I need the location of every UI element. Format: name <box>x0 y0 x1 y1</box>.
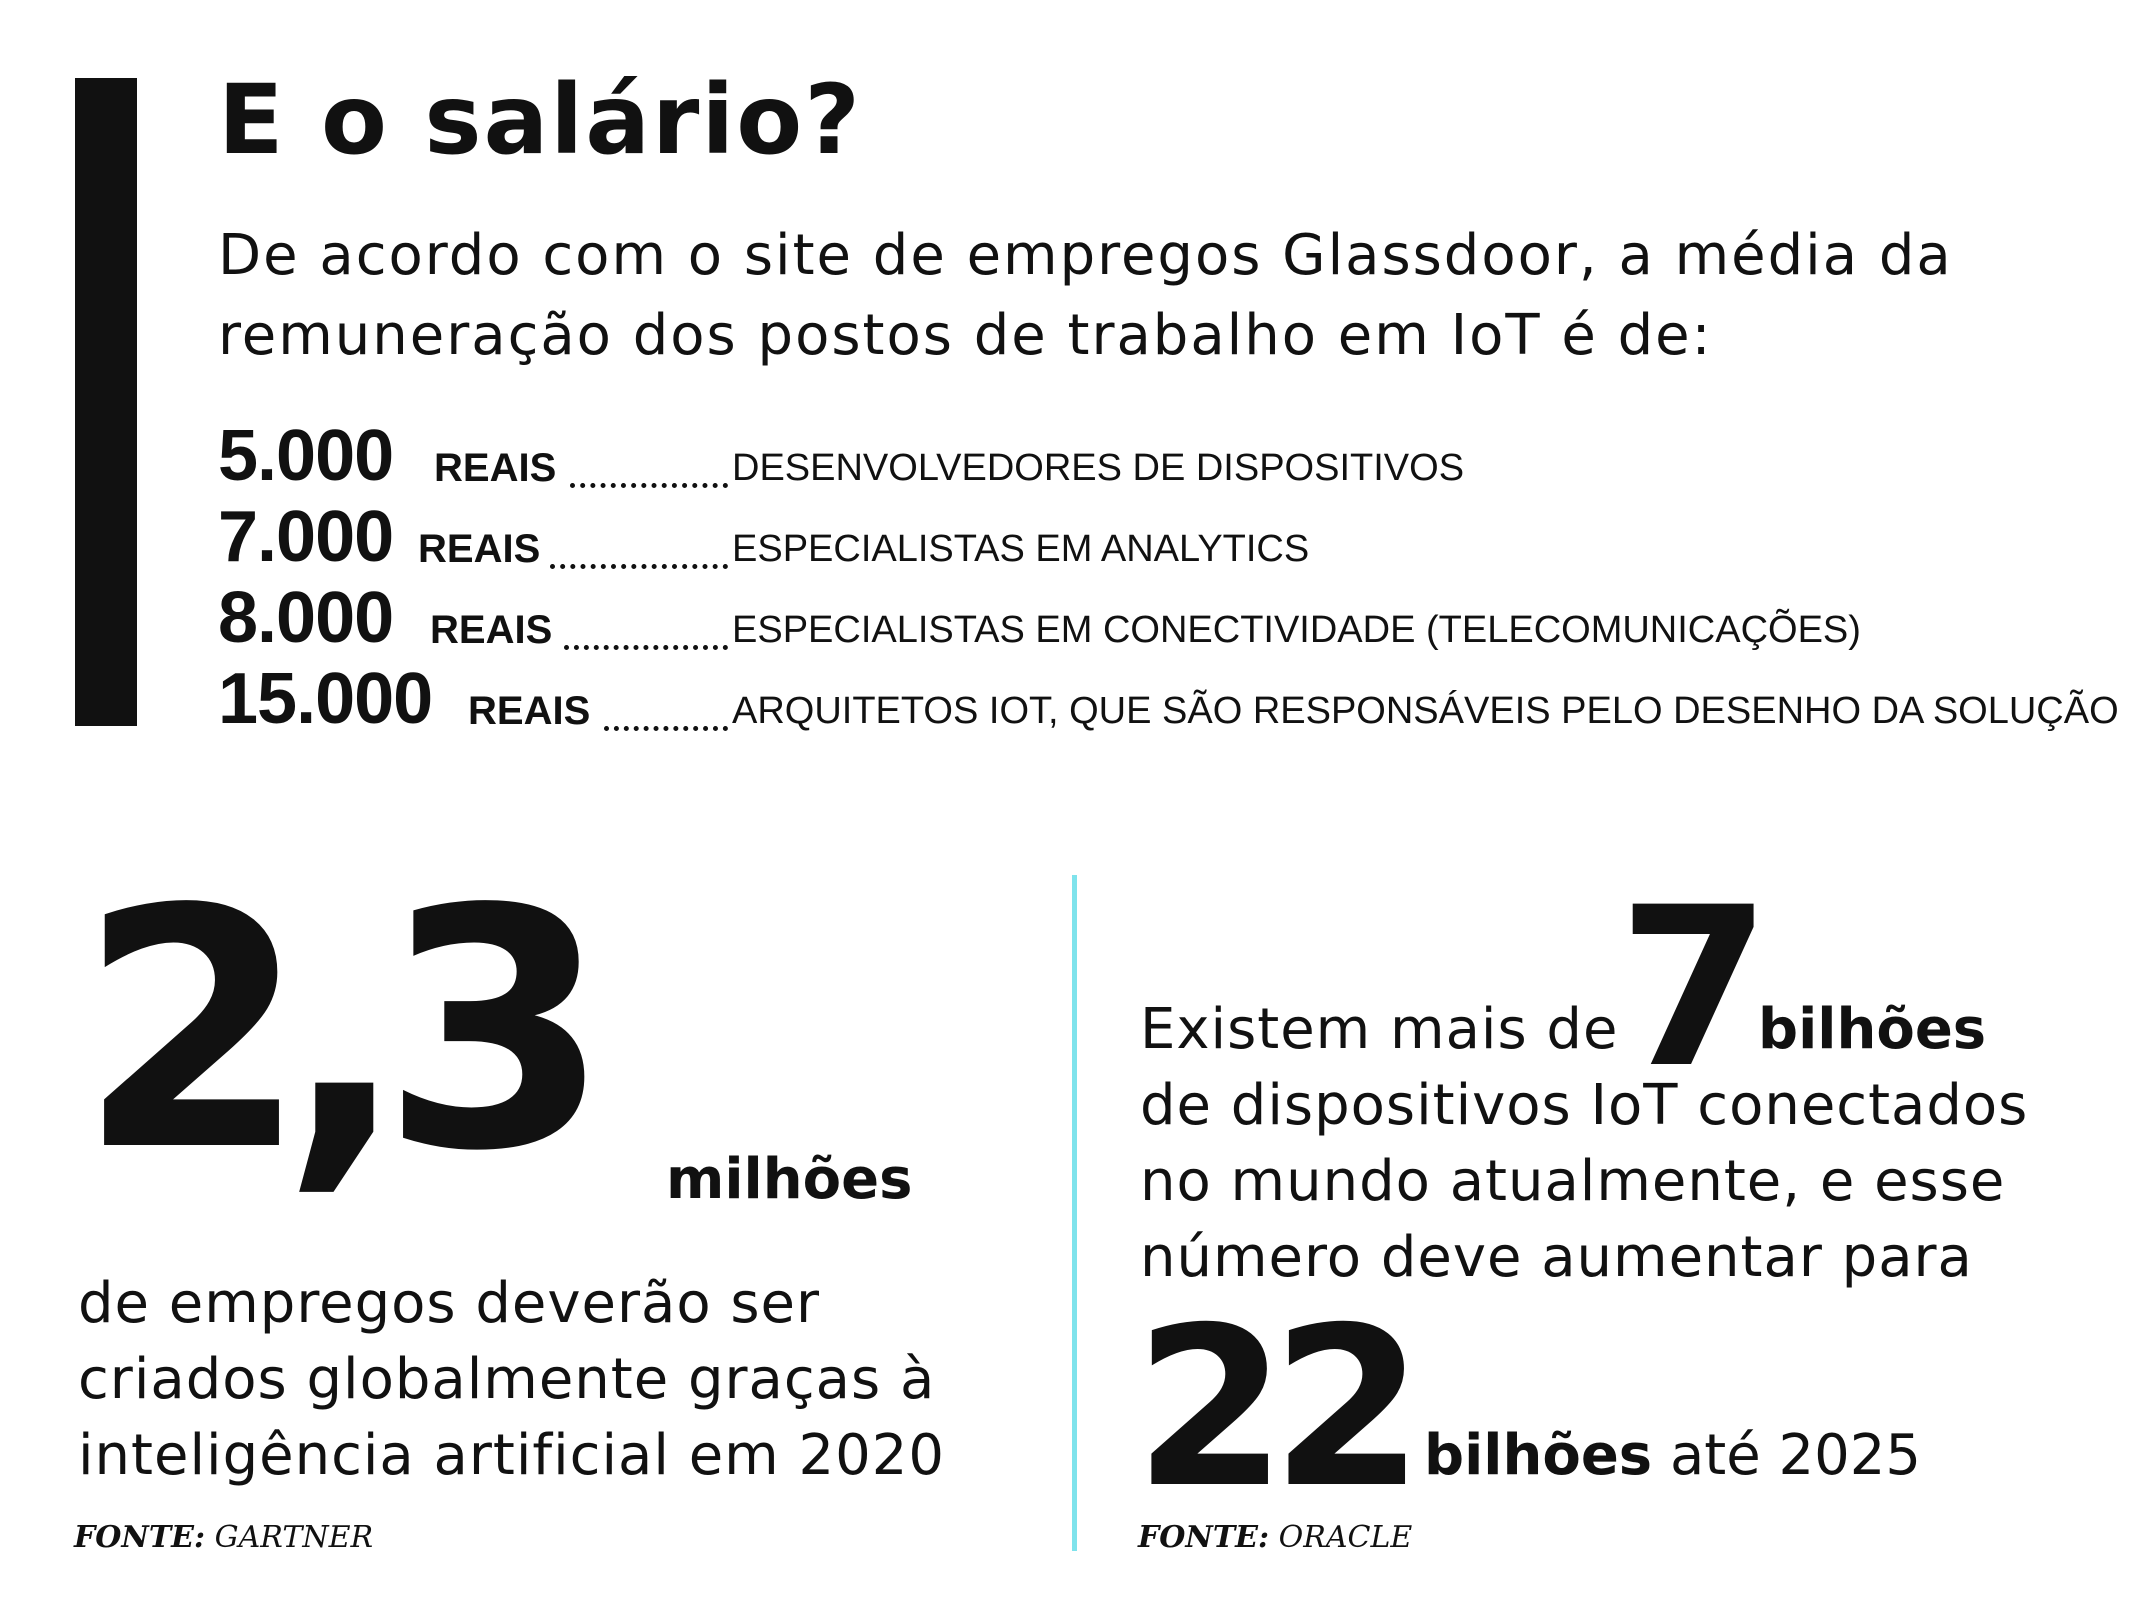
devices-stat-line: de dispositivos IoT conectados <box>1140 1073 2029 1138</box>
salary-role: ESPECIALISTAS EM ANALYTICS <box>732 528 1310 570</box>
jobs-stat-line: inteligência artificial em 2020 <box>78 1423 946 1488</box>
salary-row: 8.000 REAIS ESPECIALISTAS EM CONECTIVIDA… <box>218 582 2098 668</box>
salary-unit: REAIS <box>418 527 541 571</box>
salary-unit: REAIS <box>430 608 553 652</box>
salary-amount: 8.000 <box>218 578 394 658</box>
intro-paragraph: De acordo com o site de empregos Glassdo… <box>218 216 2098 376</box>
salary-role: ESPECIALISTAS EM CONECTIVIDADE (TELECOMU… <box>732 609 1861 651</box>
salary-row: 7.000 REAIS ESPECIALISTAS EM ANALYTICS <box>218 501 2098 587</box>
jobs-stat-number: 2,3 <box>78 839 611 1223</box>
devices-stat-unit-future: bilhões até 2025 <box>1424 1418 1921 1494</box>
salary-amount: 5.000 <box>218 416 394 496</box>
devices-stat-tail: até 2025 <box>1652 1423 1921 1488</box>
page-title: E o salário? <box>218 64 862 176</box>
jobs-stat-unit: milhões <box>666 1147 913 1212</box>
dot-leader <box>564 644 728 650</box>
intro-line: remuneração dos postos de trabalho em Io… <box>218 303 1713 368</box>
salary-row: 15.000 REAIS ARQUITETOS IOT, QUE SÃO RES… <box>218 663 2119 749</box>
devices-stat-number-current: 7 <box>1618 860 1772 1116</box>
column-divider <box>1072 875 1077 1551</box>
source-gartner: FONTE: GARTNER <box>74 1520 373 1556</box>
devices-stat-unit: bilhões <box>1424 1423 1653 1488</box>
devices-stat-line: no mundo atualmente, e esse <box>1140 1149 2006 1214</box>
dot-leader <box>570 482 728 488</box>
devices-stat-line: Existem mais de <box>1140 997 1619 1062</box>
intro-line: De acordo com o site de empregos Glassdo… <box>218 223 1953 288</box>
source-name: ORACLE <box>1278 1520 1413 1555</box>
accent-bar <box>75 78 137 726</box>
jobs-stat-line: de empregos deverão ser <box>78 1271 821 1336</box>
source-label: FONTE: <box>74 1520 206 1555</box>
salary-amount: 7.000 <box>218 497 394 577</box>
source-label: FONTE: <box>1138 1520 1270 1555</box>
salary-amount: 15.000 <box>218 659 433 739</box>
jobs-stat-line: criados globalmente graças à <box>78 1347 936 1412</box>
dot-leader <box>604 725 728 731</box>
source-oracle: FONTE: ORACLE <box>1138 1520 1412 1556</box>
devices-stat-unit-current: bilhões <box>1758 997 1987 1062</box>
salary-unit: REAIS <box>468 689 591 733</box>
salary-unit: REAIS <box>434 446 557 490</box>
salary-row: 5.000 REAIS DESENVOLVEDORES DE DISPOSITI… <box>218 420 2098 506</box>
devices-stat-line: número deve aumentar para <box>1140 1225 1973 1290</box>
salary-list: 5.000 REAIS DESENVOLVEDORES DE DISPOSITI… <box>218 420 2119 749</box>
source-name: GARTNER <box>214 1520 374 1555</box>
devices-stat-number-future: 22 <box>1134 1280 1424 1536</box>
dot-leader <box>550 563 728 569</box>
jobs-stat-text: de empregos deverão ser criados globalme… <box>78 1266 945 1494</box>
salary-role: DESENVOLVEDORES DE DISPOSITIVOS <box>732 447 1465 489</box>
salary-role: ARQUITETOS IOT, QUE SÃO RESPONSÁVEIS PEL… <box>732 690 2119 732</box>
